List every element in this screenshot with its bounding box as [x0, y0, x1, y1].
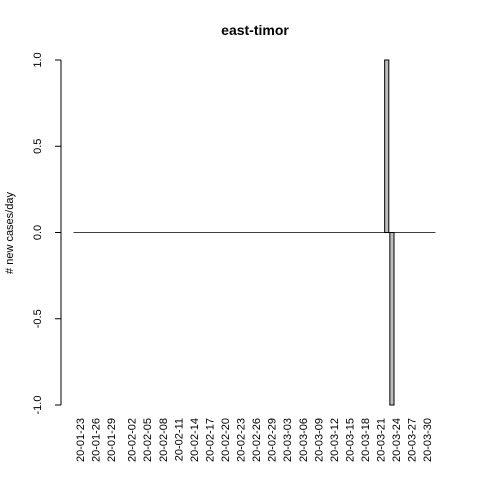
y-axis-label: # new cases/day: [4, 192, 16, 274]
x-tick-label: 20-02-26: [251, 418, 263, 462]
bars: [73, 59, 436, 406]
x-tick-label: 20-02-23: [236, 418, 248, 462]
x-tick-label: 20-02-11: [173, 418, 185, 461]
y-tick-label: 1.0: [32, 52, 44, 67]
x-tick-label: 20-02-08: [158, 418, 170, 462]
x-tick-label: 20-02-14: [189, 418, 201, 462]
bar: [389, 232, 395, 406]
y-axis: -1.0 -0.5 0.0 0.5 1.0: [32, 52, 62, 415]
x-tick-label: 20-03-06: [298, 418, 310, 462]
x-tick-label: 20-01-29: [106, 418, 118, 462]
x-tick-label: 20-03-27: [407, 418, 419, 462]
x-tick-label: 20-03-30: [422, 418, 434, 462]
x-tick-label: 20-02-20: [220, 418, 232, 462]
x-tick-label: 20-03-18: [360, 418, 372, 462]
y-tick-label: -0.5: [32, 309, 44, 328]
x-tick-label: 20-03-21: [376, 418, 388, 462]
bar: [384, 59, 390, 233]
y-tick-label: -1.0: [32, 396, 44, 415]
x-tick-label: 20-02-17: [204, 418, 216, 462]
x-tick-label: 20-03-03: [282, 418, 294, 462]
x-tick-label: 20-01-26: [90, 418, 102, 462]
y-tick-label: 0.0: [32, 225, 44, 240]
x-tick-label: 20-02-29: [267, 418, 279, 462]
x-tick-label: 20-02-05: [142, 418, 154, 462]
x-tick-label: 20-03-09: [313, 418, 325, 462]
x-tick-label: 20-03-24: [391, 418, 403, 462]
y-tick-label: 0.5: [32, 139, 44, 154]
x-tick-label: 20-03-12: [329, 418, 341, 462]
chart-title: east-timor: [221, 22, 289, 38]
x-axis: 20-01-23 20-01-26 20-01-29 20-02-02 20-02-05…: [75, 418, 434, 462]
x-tick-label: 20-02-02: [127, 418, 139, 462]
x-tick-label: 20-03-15: [344, 418, 356, 462]
x-tick-label: 20-01-23: [75, 418, 87, 462]
